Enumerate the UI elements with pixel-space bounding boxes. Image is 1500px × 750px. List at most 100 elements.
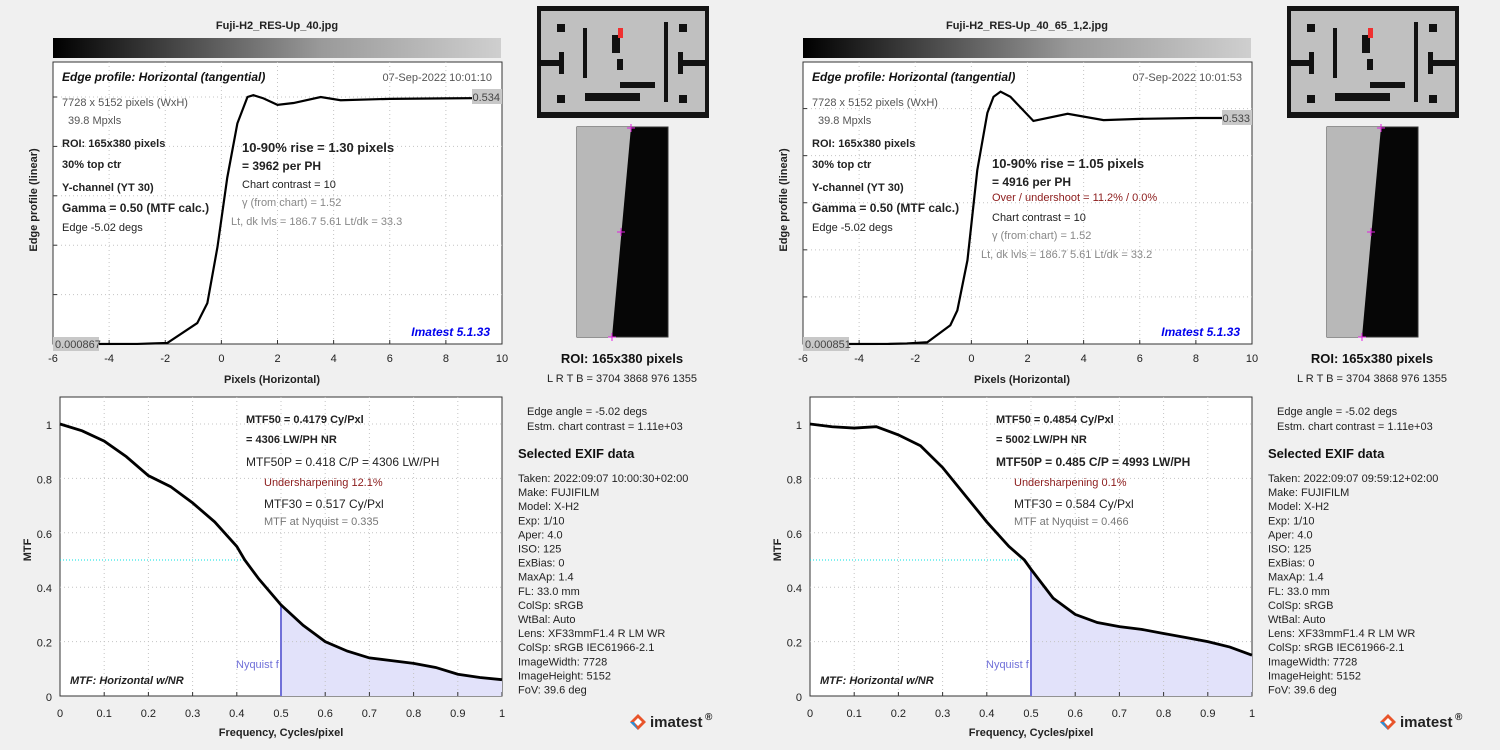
max-label-bg xyxy=(472,89,502,104)
mtf50p-value: MTF50P = 0.485 C/P = 4993 LW/PH xyxy=(996,455,1190,469)
x-tick-label: 0.3 xyxy=(935,708,950,720)
roi-coordinates: L R T B = 3704 3868 976 1355 xyxy=(1297,373,1447,385)
x-tick-label: 2 xyxy=(274,353,280,365)
gamma: Gamma = 0.50 (MTF calc.) xyxy=(62,201,209,215)
file-title: Fuji-H2_RES-Up_40_65_1,2.jpg xyxy=(946,20,1108,32)
roi-size: ROI: 165x380 pixels xyxy=(62,138,165,150)
exif-item: ImageWidth: 7728 xyxy=(1268,656,1357,668)
mtf-at-nyquist: MTF at Nyquist = 0.466 xyxy=(1014,516,1129,528)
exif-item: Lens: XF33mmF1.4 R LM WR xyxy=(518,628,665,640)
mtf50p-value: MTF50P = 0.418 C/P = 4306 LW/PH xyxy=(246,455,439,469)
chart-pattern xyxy=(1414,22,1418,102)
chart-pattern xyxy=(557,24,565,32)
exif-item: ExBias: 0 xyxy=(1268,558,1314,570)
mtf50-lwph: = 5002 LW/PH NR xyxy=(996,434,1087,446)
chart-pattern xyxy=(538,60,563,66)
exif-item: WtBal: Auto xyxy=(1268,614,1325,626)
x-tick-label: 0.1 xyxy=(97,708,112,720)
chart-contrast-summary: Estm. chart contrast = 1.11e+03 xyxy=(527,421,683,433)
edge-angle-summary: Edge angle = -5.02 degs xyxy=(1277,406,1398,418)
chart-pattern xyxy=(1307,24,1315,32)
x-tick-label: 4 xyxy=(331,353,337,365)
chart-pattern xyxy=(1370,82,1405,88)
rise-distance: 10-90% rise = 1.05 pixels xyxy=(992,156,1144,171)
imatest-logo: imatest ® xyxy=(1380,712,1463,731)
exif-item: Model: X-H2 xyxy=(1268,501,1329,513)
chart-pattern xyxy=(559,52,564,74)
x-tick-label: 4 xyxy=(1081,353,1087,365)
roi-location: 30% top ctr xyxy=(812,159,872,171)
exif-item: FL: 33.0 mm xyxy=(518,586,580,598)
logo-text: imatest xyxy=(1400,714,1453,731)
x-tick-label: 0.7 xyxy=(1112,708,1127,720)
channel: Y-channel (YT 30) xyxy=(62,182,154,194)
exif-item: ColSp: sRGB IEC61966-2.1 xyxy=(1268,642,1404,654)
y-tick-label: 0.8 xyxy=(787,474,802,486)
y-tick-label: 1 xyxy=(46,420,52,432)
y-tick-label: 0 xyxy=(46,692,52,704)
above-nyquist-area xyxy=(281,604,502,696)
exif-item: Exp: 1/10 xyxy=(1268,515,1314,527)
y-tick-label: 1 xyxy=(796,420,802,432)
x-tick-label: 2 xyxy=(1024,353,1030,365)
roi-marker xyxy=(618,28,623,38)
exif-item: ISO: 125 xyxy=(1268,544,1311,556)
mtf50-value: MTF50 = 0.4179 Cy/Pxl xyxy=(246,414,364,426)
mtf30-value: MTF30 = 0.517 Cy/Pxl xyxy=(264,497,384,511)
exif-item: ImageHeight: 5152 xyxy=(518,670,611,682)
version-label: Imatest 5.1.33 xyxy=(1161,325,1240,339)
x-tick-label: 0 xyxy=(57,708,63,720)
x-tick-label: 1 xyxy=(499,708,505,720)
channel: Y-channel (YT 30) xyxy=(812,182,904,194)
x-tick-label: 0.8 xyxy=(1156,708,1171,720)
y-tick-label: 0.2 xyxy=(37,638,52,650)
exif-item: Aper: 4.0 xyxy=(518,529,563,541)
chart-pattern xyxy=(1428,52,1433,74)
rise-per-ph: = 4916 per PH xyxy=(992,175,1071,189)
chart-pattern xyxy=(1333,28,1337,78)
x-tick-label: 0 xyxy=(807,708,813,720)
edge-heading: Edge profile: Horizontal (tangential) xyxy=(812,70,1015,84)
chart-pattern xyxy=(1367,59,1373,70)
x-tick-label: 0.5 xyxy=(273,708,288,720)
image-size: 7728 x 5152 pixels (WxH) xyxy=(812,97,938,109)
exif-item: MaxAp: 1.4 xyxy=(1268,572,1324,584)
test-chart-thumbnail xyxy=(1287,6,1459,118)
chart-contrast-summary: Estm. chart contrast = 1.11e+03 xyxy=(1277,421,1433,433)
roi-coordinates: L R T B = 3704 3868 976 1355 xyxy=(547,373,697,385)
y-axis-label: Edge profile (linear) xyxy=(778,148,790,252)
nyquist-label: Nyquist f xyxy=(236,659,280,671)
chart-pattern xyxy=(679,24,687,32)
x-tick-label: 8 xyxy=(443,353,449,365)
megapixels: 39.8 Mpxls xyxy=(68,115,122,127)
exif-item: ISO: 125 xyxy=(518,544,561,556)
sharpening-value: Undersharpening 0.1% xyxy=(1014,477,1127,489)
chart-pattern xyxy=(1335,93,1390,101)
x-tick-label: 0.6 xyxy=(1068,708,1083,720)
min-value-label: 0.000851 xyxy=(805,339,851,351)
chart-pattern xyxy=(620,82,655,88)
roi-location: 30% top ctr xyxy=(62,159,122,171)
y-tick-label: 0 xyxy=(796,692,802,704)
x-tick-label: -2 xyxy=(160,353,170,365)
gray-gradient-bar xyxy=(803,38,1251,58)
exif-item: Lens: XF33mmF1.4 R LM WR xyxy=(1268,628,1415,640)
imatest-logo: imatest ® xyxy=(630,712,713,731)
mtf-label: MTF: Horizontal w/NR xyxy=(820,675,934,687)
x-axis-label: Frequency, Cycles/pixel xyxy=(219,727,344,739)
roi-size: ROI: 165x380 pixels xyxy=(812,138,915,150)
roi-marker xyxy=(1368,28,1373,38)
x-tick-label: 0 xyxy=(968,353,974,365)
roi-crop-image xyxy=(576,124,669,341)
chart-pattern xyxy=(585,93,640,101)
edge-profile-curve xyxy=(52,93,501,346)
chart-contrast: Chart contrast = 10 xyxy=(242,179,336,191)
y-axis-label: MTF xyxy=(22,538,34,561)
mtf-plot: 0 0.1 0.2 0.3 0.4 0.5 0.6 0.7 0.8 0.9 1 0 0.2 0.4 0.6 0… xyxy=(772,396,1255,739)
y-tick-label: 0.8 xyxy=(37,474,52,486)
edge-profile-plot: -6 -4 -2 0 2 4 6 8 10 Edge profile: Horizontal (t… xyxy=(28,61,508,386)
chart-pattern xyxy=(1362,35,1370,53)
chart-pattern xyxy=(583,28,587,78)
max-value-label: 0.534 xyxy=(472,92,500,104)
